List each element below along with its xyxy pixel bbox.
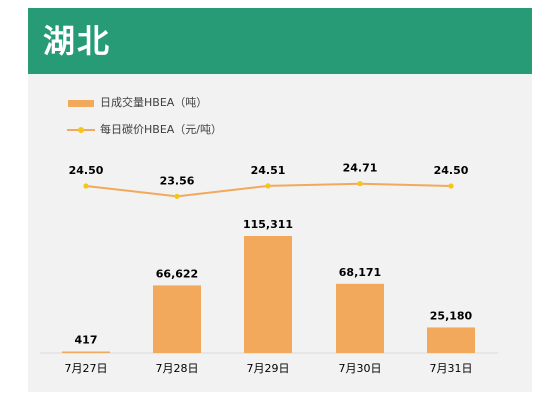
legend-swatch-bar	[68, 100, 94, 107]
price-point-3	[357, 181, 363, 187]
price-value-label-1: 23.56	[160, 174, 195, 187]
bar-value-label-4: 25,180	[430, 309, 473, 322]
price-value-label-4: 24.50	[434, 164, 469, 177]
bar-volume-2	[244, 236, 292, 353]
bar-volume-0	[62, 351, 110, 353]
bar-value-label-1: 66,622	[156, 267, 198, 280]
bar-value-label-3: 68,171	[339, 266, 381, 279]
legend-label-price: 每日碳价HBEA（元/吨）	[100, 123, 222, 136]
bar-volume-3	[336, 283, 384, 353]
header-bar: 湖北	[28, 8, 532, 74]
price-point-0	[83, 183, 89, 189]
bar-value-label-2: 115,311	[243, 218, 293, 231]
price-value-label-3: 24.71	[343, 162, 378, 175]
legend-swatch-line	[67, 127, 95, 133]
price-value-label-0: 24.50	[69, 164, 104, 177]
bar-value-label-0: 417	[75, 334, 98, 347]
bar-volume-4	[427, 327, 475, 353]
price-point-4	[448, 183, 454, 189]
price-point-1	[174, 193, 180, 199]
bar-volume-1	[153, 285, 201, 353]
x-tick-label-3: 7月30日	[339, 362, 382, 375]
x-tick-label-0: 7月27日	[65, 362, 108, 375]
x-tick-label-1: 7月28日	[156, 362, 199, 375]
price-value-label-2: 24.51	[251, 164, 286, 177]
price-point-2	[265, 183, 271, 189]
page-title: 湖北	[43, 22, 112, 60]
legend-label-volume: 日成交量HBEA（吨）	[100, 96, 208, 109]
x-tick-label-4: 7月31日	[430, 362, 473, 375]
x-tick-label-2: 7月29日	[247, 362, 290, 375]
